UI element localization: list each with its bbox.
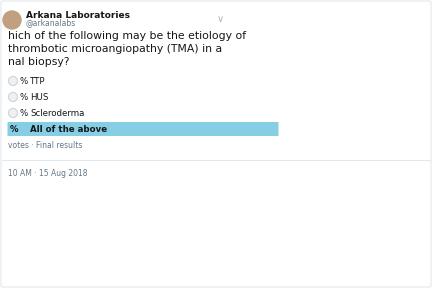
Text: 10 AM · 15 Aug 2018: 10 AM · 15 Aug 2018: [8, 168, 88, 177]
Text: %: %: [20, 77, 28, 86]
Circle shape: [9, 77, 18, 86]
Text: @arkanalabs: @arkanalabs: [26, 18, 76, 27]
Text: hich of the following may be the etiology of: hich of the following may be the etiolog…: [8, 31, 246, 41]
Text: All of the above: All of the above: [30, 124, 107, 134]
Text: thrombotic microangiopathy (TMA) in a: thrombotic microangiopathy (TMA) in a: [8, 44, 222, 54]
Text: %: %: [10, 124, 19, 134]
Circle shape: [9, 92, 18, 101]
Text: nal biopsy?: nal biopsy?: [8, 57, 70, 67]
Circle shape: [9, 109, 18, 118]
Text: %: %: [20, 109, 28, 118]
Text: TTP: TTP: [30, 77, 45, 86]
FancyBboxPatch shape: [7, 122, 279, 136]
Text: votes · Final results: votes · Final results: [8, 141, 83, 151]
Text: ∨: ∨: [216, 14, 224, 24]
Text: %: %: [20, 92, 28, 101]
Text: Arkana Laboratories: Arkana Laboratories: [26, 10, 130, 20]
Text: HUS: HUS: [30, 92, 48, 101]
Circle shape: [3, 11, 21, 29]
Text: Scleroderma: Scleroderma: [30, 109, 84, 118]
